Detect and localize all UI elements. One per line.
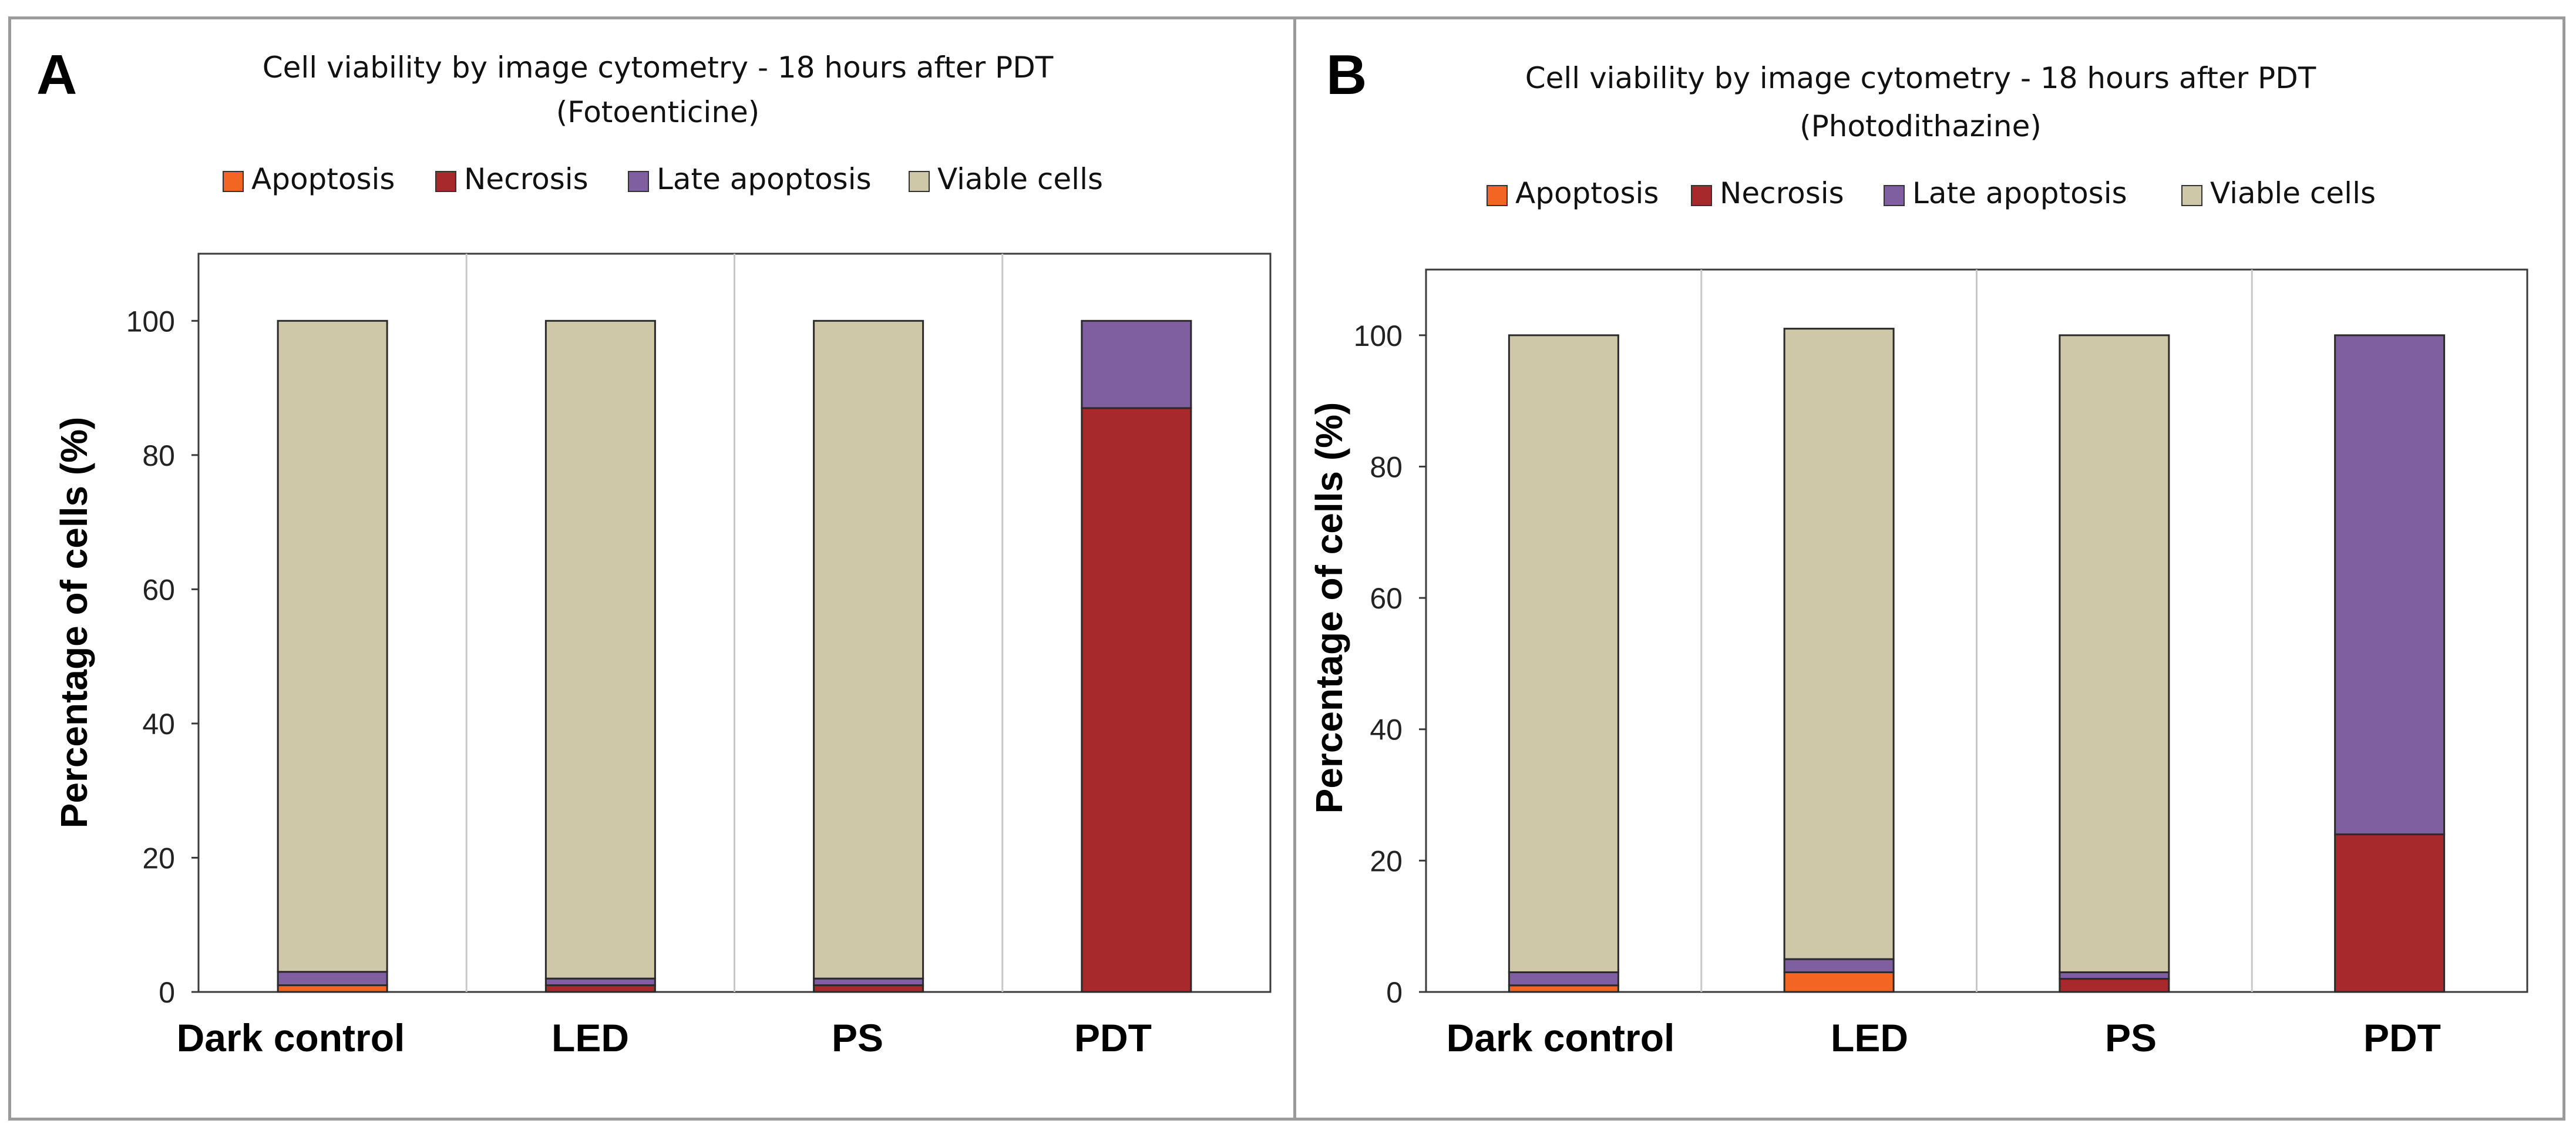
chartb-y-axis-label: Percentage of cells (%) <box>1308 402 1350 814</box>
chartb-y-tick-label: 20 <box>1370 845 1403 877</box>
chartb-legend-swatch-1 <box>1691 185 1712 206</box>
chartb-legend-label-2: Late apoptosis <box>1912 176 2127 210</box>
chartb-subtitle: (Photodithazine) <box>1800 109 2042 143</box>
chartb-category-label-3: PDT <box>2363 1016 2441 1059</box>
chartb-title: Cell viability by image cytometry - 18 h… <box>1525 61 2316 95</box>
chartb-panel-letter: B <box>1326 43 1367 106</box>
charta-y-tick-label: 40 <box>142 708 175 741</box>
charta-bar-viable-cells-1 <box>544 319 656 980</box>
chartb-bar-viable-cells-0 <box>1508 334 1619 973</box>
chartb-category-label-2: PS <box>2105 1016 2157 1059</box>
chartb-bar-late-apoptosis-3 <box>2334 334 2446 836</box>
chart-panel-a: A Cell viability by image cytometry - 18 … <box>36 43 1272 1059</box>
charta-category-label-3: PDT <box>1074 1016 1152 1059</box>
charta-bar-necrosis-3 <box>1081 407 1192 993</box>
charta-bar-viable-cells-2 <box>813 319 924 980</box>
charta-bar-late-apoptosis-3 <box>1081 319 1192 409</box>
charta-y-tick-label: 0 <box>159 976 175 1009</box>
charta-category-label-1: LED <box>551 1016 629 1059</box>
chartb-y-tick-label: 0 <box>1386 976 1403 1009</box>
chartb-bar-necrosis-2 <box>2059 978 2170 993</box>
charta-bar-viable-cells-0 <box>277 319 388 973</box>
chartb-bar-apoptosis-0 <box>1508 984 1619 993</box>
chartb-legend-label-0: Apoptosis <box>1515 176 1659 210</box>
charta-category-label-0: Dark control <box>177 1016 405 1059</box>
chartb-bar-late-apoptosis-2 <box>2059 971 2170 980</box>
chartb-y-tick-label: 80 <box>1370 450 1403 483</box>
figure-frame <box>8 16 2565 1121</box>
chartb-bar-viable-cells-2 <box>2059 334 2170 973</box>
charta-legend-label-0: Apoptosis <box>251 162 395 196</box>
charta-category-label-2: PS <box>832 1016 883 1059</box>
chartb-bar-apoptosis-1 <box>1783 971 1895 993</box>
chartb-legend-label-3: Viable cells <box>2210 176 2376 210</box>
charta-legend-label-1: Necrosis <box>464 162 588 196</box>
charta-panel-letter: A <box>36 43 77 106</box>
chartb-bar-late-apoptosis-1 <box>1783 958 1895 973</box>
chartb-y-tick-label: 60 <box>1370 582 1403 615</box>
chartb-legend-swatch-3 <box>2181 185 2202 206</box>
chartb-bar-necrosis-3 <box>2334 833 2446 993</box>
chartb-y-tick-label: 40 <box>1370 714 1403 746</box>
chartb-bar-viable-cells-1 <box>1783 328 1895 960</box>
charta-subtitle: (Fotoenticine) <box>556 95 760 129</box>
charta-legend-swatch-2 <box>628 171 649 192</box>
charta-legend-swatch-1 <box>435 171 456 192</box>
chartb-bar-late-apoptosis-0 <box>1508 971 1619 987</box>
charta-legend-label-3: Viable cells <box>937 162 1103 196</box>
charta-y-tick-label: 20 <box>142 842 175 874</box>
chartb-category-label-1: LED <box>1831 1016 1908 1059</box>
charta-legend-swatch-0 <box>223 171 244 192</box>
charta-y-tick-label: 100 <box>126 305 175 338</box>
charta-y-tick-label: 80 <box>142 439 175 472</box>
charta-title: Cell viability by image cytometry - 18 h… <box>263 51 1054 85</box>
charta-legend-label-2: Late apoptosis <box>657 162 872 196</box>
chartb-y-tick-label: 100 <box>1354 319 1403 352</box>
charta-legend-swatch-3 <box>909 171 930 192</box>
chartb-legend-swatch-2 <box>1884 185 1905 206</box>
chartb-legend-label-1: Necrosis <box>1720 176 1844 210</box>
charta-y-tick-label: 60 <box>142 573 175 606</box>
chartb-category-label-0: Dark control <box>1447 1016 1675 1059</box>
chartb-legend-swatch-0 <box>1487 185 1508 206</box>
charta-y-axis-label: Percentage of cells (%) <box>53 417 95 829</box>
panel-divider <box>1293 16 1296 1121</box>
